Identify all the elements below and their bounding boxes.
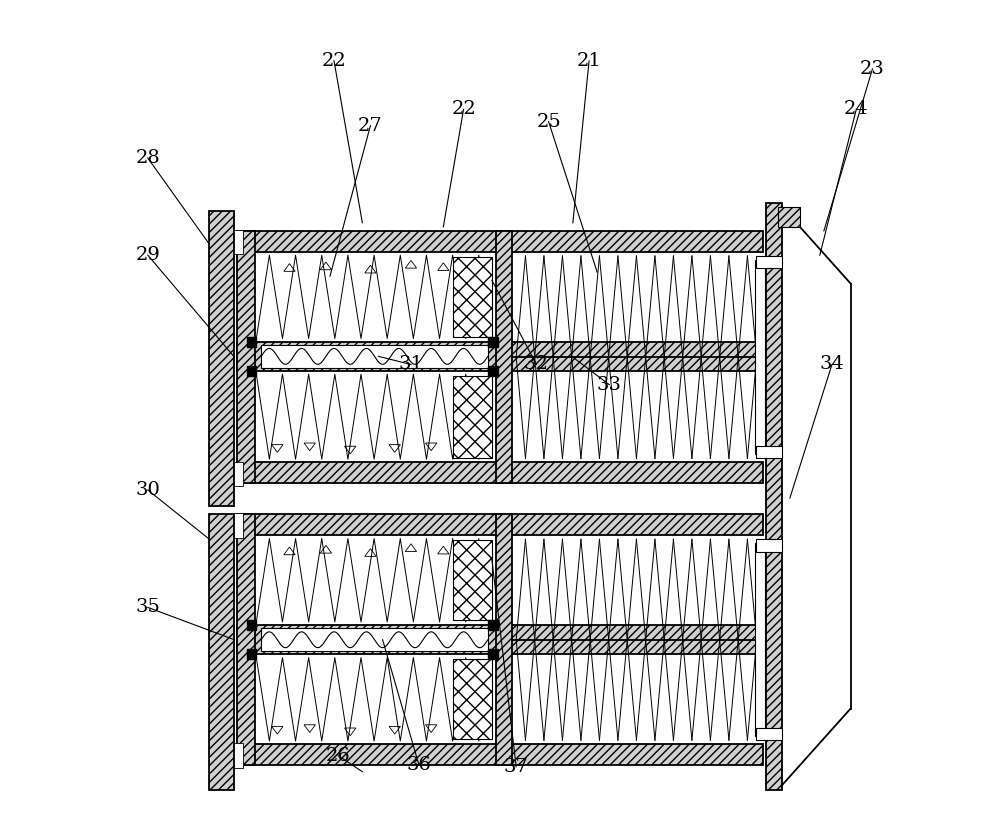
Bar xyxy=(488,620,498,630)
Bar xyxy=(255,371,496,462)
Bar xyxy=(237,515,763,535)
Text: 26: 26 xyxy=(326,747,350,765)
Text: 30: 30 xyxy=(135,481,160,499)
Bar xyxy=(756,447,782,458)
Bar xyxy=(237,515,255,766)
Bar xyxy=(237,462,763,483)
Bar xyxy=(488,649,498,659)
Bar xyxy=(234,461,243,486)
Text: 22: 22 xyxy=(451,101,476,119)
Bar xyxy=(261,345,488,368)
Bar xyxy=(237,625,763,654)
Bar xyxy=(237,342,763,371)
Text: 24: 24 xyxy=(844,101,869,119)
Bar xyxy=(496,231,512,483)
Text: 34: 34 xyxy=(820,356,844,374)
Text: 22: 22 xyxy=(322,52,346,70)
Text: 27: 27 xyxy=(358,117,383,135)
Bar xyxy=(234,230,243,254)
Bar xyxy=(453,659,492,739)
Text: 23: 23 xyxy=(860,60,885,78)
Bar xyxy=(247,620,256,630)
Bar xyxy=(247,337,256,347)
Text: 21: 21 xyxy=(577,52,601,70)
Bar xyxy=(237,231,763,252)
Text: 36: 36 xyxy=(407,757,431,775)
Bar xyxy=(453,540,492,620)
Bar xyxy=(255,535,496,625)
Text: 32: 32 xyxy=(524,356,549,374)
Bar xyxy=(512,252,763,462)
Bar xyxy=(234,744,243,767)
Bar xyxy=(496,515,512,766)
Bar xyxy=(755,543,765,736)
Bar xyxy=(209,515,234,789)
Bar xyxy=(237,231,255,483)
Bar xyxy=(756,728,782,740)
Bar xyxy=(488,366,498,375)
Text: 37: 37 xyxy=(504,757,529,775)
Bar xyxy=(778,208,800,227)
Bar xyxy=(512,535,763,744)
Bar xyxy=(453,375,492,457)
Bar xyxy=(261,628,488,651)
Bar xyxy=(488,337,498,347)
Bar xyxy=(237,744,763,766)
Bar xyxy=(247,649,256,659)
Text: 29: 29 xyxy=(135,246,160,264)
Text: 35: 35 xyxy=(135,599,160,617)
Text: 25: 25 xyxy=(536,113,561,131)
Text: 31: 31 xyxy=(398,356,423,374)
Bar xyxy=(755,260,765,454)
Bar xyxy=(209,210,234,506)
Bar xyxy=(766,203,782,789)
Bar xyxy=(756,256,782,268)
Text: 33: 33 xyxy=(597,375,622,393)
Bar xyxy=(234,514,243,537)
Text: 28: 28 xyxy=(135,149,160,167)
Bar xyxy=(247,366,256,375)
Bar xyxy=(453,257,492,337)
Bar xyxy=(255,654,496,744)
Bar xyxy=(756,539,782,551)
Bar xyxy=(255,252,496,342)
